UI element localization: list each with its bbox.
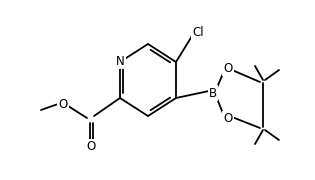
- Text: Cl: Cl: [192, 26, 204, 39]
- Text: O: O: [223, 62, 232, 75]
- Text: O: O: [86, 141, 96, 154]
- Text: B: B: [209, 87, 217, 100]
- Text: N: N: [116, 55, 124, 68]
- Text: O: O: [58, 98, 68, 111]
- Text: O: O: [223, 112, 232, 125]
